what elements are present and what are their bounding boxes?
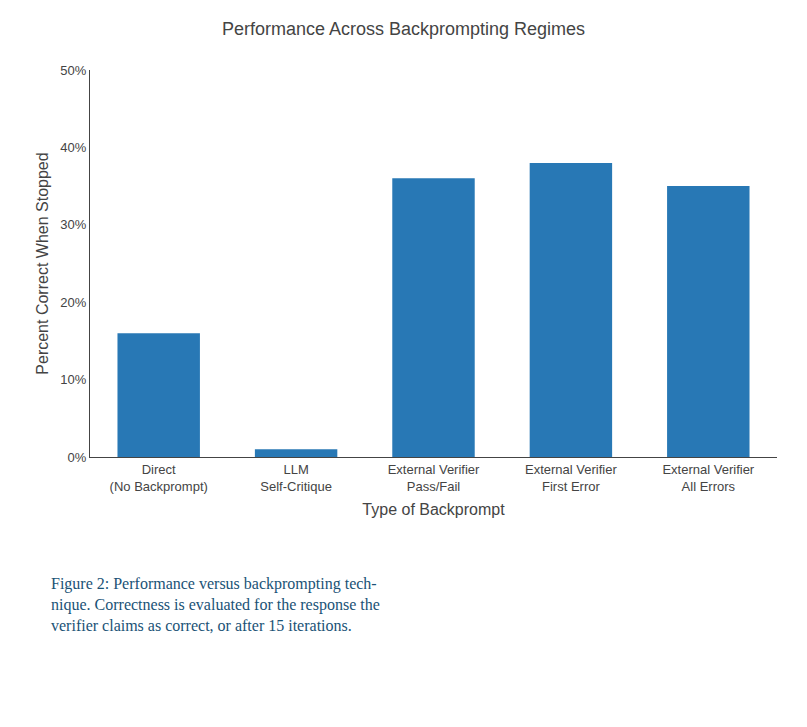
- svg-text:40%: 40%: [60, 140, 86, 155]
- svg-text:0%: 0%: [68, 450, 87, 465]
- svg-text:10%: 10%: [60, 372, 86, 387]
- svg-text:External VerifierFirst Error: External VerifierFirst Error: [525, 462, 617, 494]
- svg-text:External VerifierPass/Fail: External VerifierPass/Fail: [388, 462, 480, 494]
- svg-text:Figure 2: Performance versus b: Figure 2: Performance versus backprompti…: [51, 575, 380, 634]
- svg-text:LLMSelf-Critique: LLMSelf-Critique: [260, 462, 332, 494]
- svg-text:Performance Across Backprompti: Performance Across Backprompting Regimes: [222, 19, 585, 39]
- svg-text:50%: 50%: [60, 63, 86, 78]
- svg-text:Percent Correct When Stopped: Percent Correct When Stopped: [34, 152, 51, 374]
- svg-text:Type of Backprompt: Type of Backprompt: [362, 501, 505, 518]
- svg-text:External VerifierAll Errors: External VerifierAll Errors: [662, 462, 754, 494]
- svg-text:30%: 30%: [60, 217, 86, 232]
- svg-text:20%: 20%: [60, 295, 86, 310]
- svg-text:Direct(No Backprompt): Direct(No Backprompt): [110, 462, 208, 494]
